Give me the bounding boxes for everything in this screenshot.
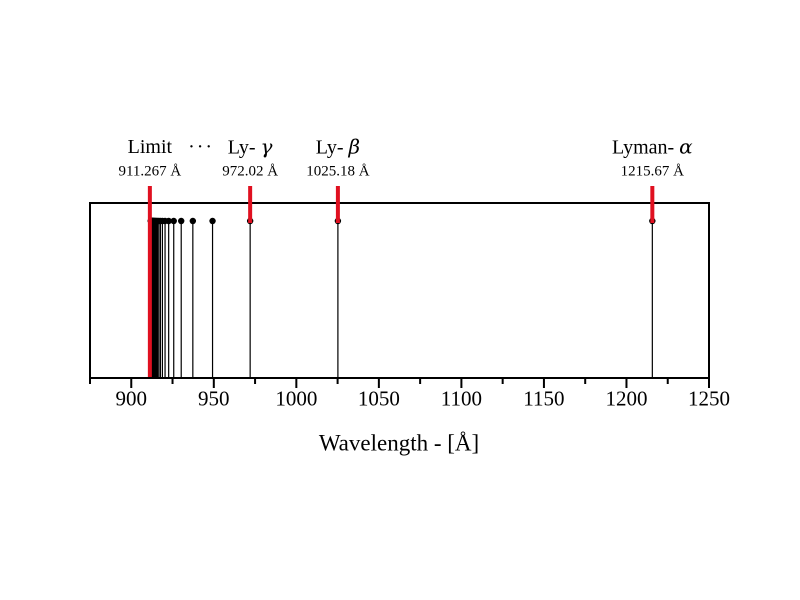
x-axis-tick-label: 900: [115, 386, 148, 411]
x-axis-tick-label: 1050: [357, 386, 400, 411]
line-wavelength-label: 972.02 Å: [222, 163, 279, 180]
x-axis-tick-label: 1250: [688, 386, 730, 411]
greek-letter: α: [679, 134, 693, 159]
line-label: Ly- γ: [227, 134, 273, 159]
line-label: Lyman- α: [611, 134, 693, 159]
greek-letter: β: [348, 134, 361, 159]
x-axis-tick-label: 950: [198, 386, 230, 411]
line-label: Limit: [127, 136, 173, 158]
line-wavelength-label: 911.267 Å: [118, 163, 182, 180]
x-axis-tick-label: 1200: [605, 386, 648, 411]
plot-frame: [89, 202, 710, 379]
x-axis-tick-label: 1150: [523, 386, 565, 411]
line-wavelength-label: 1215.67 Å: [620, 163, 684, 180]
spectral-line-dot: [170, 217, 177, 225]
x-axis-tick-label: 1000: [275, 386, 318, 411]
spectral-line-dot: [189, 217, 197, 225]
line-wavelength-label: 1025.18 Å: [306, 163, 370, 180]
spectral-line-dot: [209, 217, 216, 225]
spectral-line-dot: [178, 217, 185, 225]
greek-letter: γ: [260, 134, 273, 159]
x-axis-title: Wavelength - [Å]: [318, 430, 480, 456]
x-axis-tick-label: 1100: [440, 386, 483, 411]
line-label: Ly- β: [315, 134, 361, 159]
series-ellipsis: ···: [188, 136, 215, 158]
